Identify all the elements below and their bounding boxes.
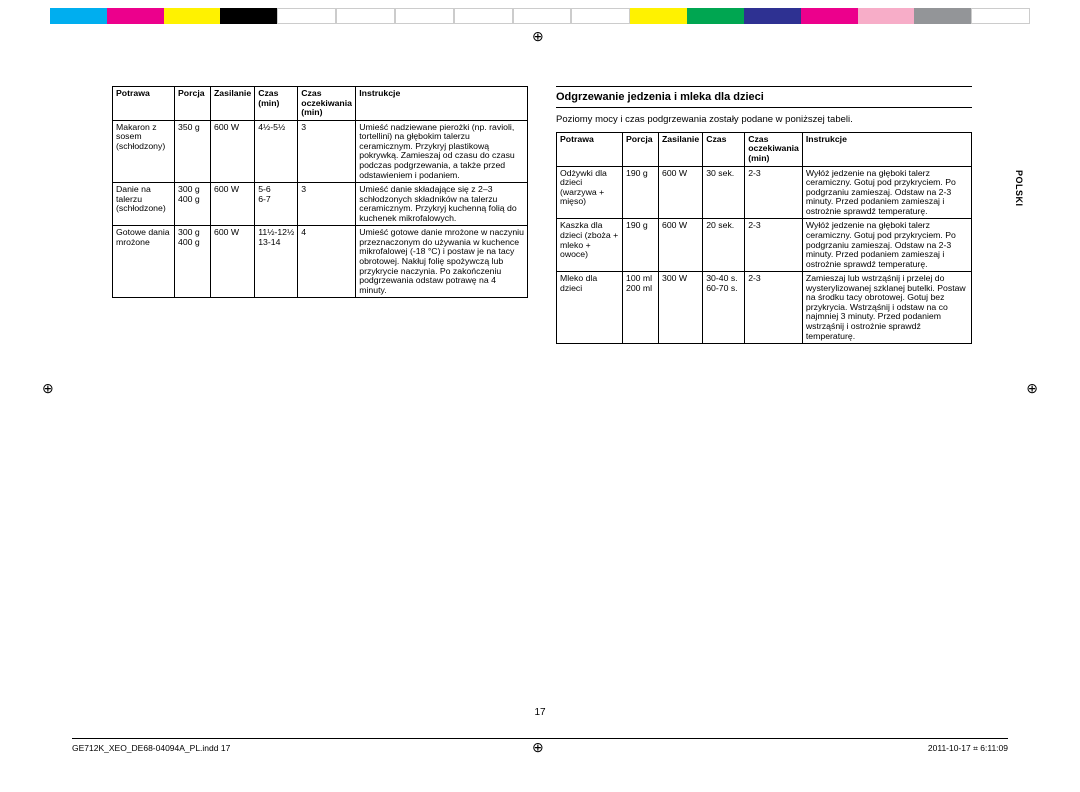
table-cell: 20 sek. (703, 219, 745, 272)
left-column: PotrawaPorcjaZasilanieCzas (min)Czas ocz… (112, 86, 528, 344)
table-cell: Danie na talerzu (schłodzone) (113, 183, 175, 226)
table-cell: 3 (298, 120, 356, 182)
footer-timestamp: 2011-10-17 ⌗ 6:11:09 (928, 743, 1008, 754)
registration-mark: ⊕ (1026, 380, 1038, 397)
table-cell: 600 W (211, 183, 255, 226)
table-cell: Wyłóż jedzenie na głęboki talerz ceramic… (802, 219, 971, 272)
table-cell: 30 sek. (703, 166, 745, 219)
table-cell: 300 W (659, 272, 703, 344)
table-cell: 11½-12½ 13-14 (255, 226, 298, 298)
print-footer: GE712K_XEO_DE68-04094A_PL.indd 17 2011-1… (72, 738, 1008, 754)
table-cell: Makaron z sosem (schłodzony) (113, 120, 175, 182)
table-cell: 300 g 400 g (175, 183, 211, 226)
baby-food-table: PotrawaPorcjaZasilanieCzasCzas oczekiwan… (556, 132, 972, 344)
right-column: Odgrzewanie jedzenia i mleka dla dzieci … (556, 86, 972, 344)
color-calibration-bar (50, 8, 1030, 24)
table-cell: 30-40 s. 60-70 s. (703, 272, 745, 344)
table-cell: Mleko dla dzieci (557, 272, 623, 344)
registration-mark: ⊕ (532, 28, 544, 45)
table-cell: 2-3 (745, 272, 803, 344)
table-cell: 3 (298, 183, 356, 226)
table-cell: 4½-5½ (255, 120, 298, 182)
table-cell: Zamieszaj lub wstrząśnij i przelej do wy… (802, 272, 971, 344)
table-cell: 4 (298, 226, 356, 298)
table-cell: 5-6 6-7 (255, 183, 298, 226)
table-cell: 600 W (211, 226, 255, 298)
section-intro: Poziomy mocy i czas podgrzewania zostały… (556, 114, 972, 126)
table-cell: Kaszka dla dzieci (zboża + mleko + owoce… (557, 219, 623, 272)
table-cell: 600 W (659, 166, 703, 219)
table-cell: Wyłóż jedzenie na głęboki talerz ceramic… (802, 166, 971, 219)
table-cell: 600 W (211, 120, 255, 182)
page-number: 17 (0, 707, 1080, 718)
section-title: Odgrzewanie jedzenia i mleka dla dzieci (556, 86, 972, 108)
registration-mark: ⊕ (42, 380, 54, 397)
table-cell: 2-3 (745, 166, 803, 219)
table-cell: Umieść danie składające się z 2–3 schłod… (356, 183, 528, 226)
table-cell: Umieść gotowe danie mrożone w naczyniu p… (356, 226, 528, 298)
table-cell: 600 W (659, 219, 703, 272)
table-cell: 350 g (175, 120, 211, 182)
table-cell: 2-3 (745, 219, 803, 272)
table-cell: Umieść nadziewane pierożki (np. ravioli,… (356, 120, 528, 182)
reheating-table-1: PotrawaPorcjaZasilanieCzas (min)Czas ocz… (112, 86, 528, 298)
table-cell: 190 g (623, 219, 659, 272)
table-cell: Gotowe dania mrożone (113, 226, 175, 298)
language-side-tab: POLSKI (1014, 170, 1024, 207)
footer-filename: GE712K_XEO_DE68-04094A_PL.indd 17 (72, 743, 230, 754)
table-cell: Odżywki dla dzieci (warzywa + mięso) (557, 166, 623, 219)
table-cell: 100 ml 200 ml (623, 272, 659, 344)
table-cell: 190 g (623, 166, 659, 219)
table-cell: 300 g 400 g (175, 226, 211, 298)
